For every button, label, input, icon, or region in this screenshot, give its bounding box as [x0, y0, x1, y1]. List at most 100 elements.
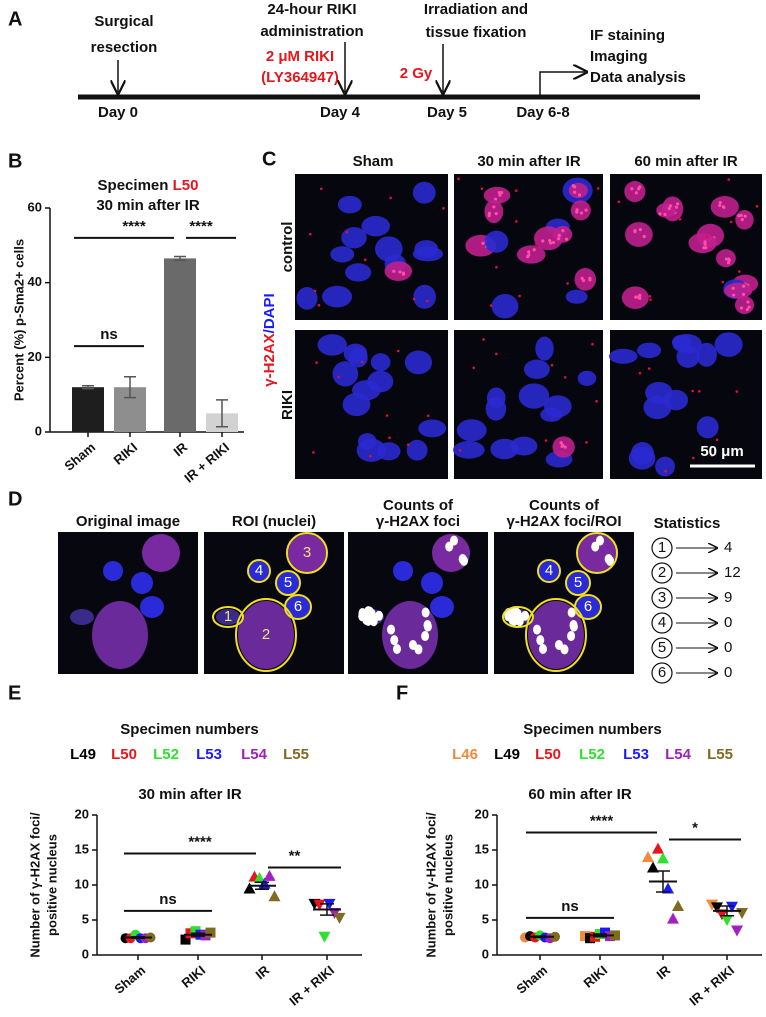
speck [457, 177, 460, 181]
focus [548, 238, 552, 243]
roi-circle [651, 537, 673, 559]
focus-count [423, 620, 432, 631]
point [706, 899, 718, 911]
nucleus [510, 436, 538, 456]
focus [743, 214, 747, 218]
nucleus [714, 332, 743, 357]
speck [755, 205, 759, 208]
focus [704, 246, 708, 250]
legend-entry: L54 [241, 746, 268, 763]
roi-outline [275, 570, 301, 596]
nucleus [724, 282, 753, 299]
stain-red: γ-H2AX [261, 333, 278, 386]
focus-count [567, 631, 576, 642]
column-title: 30 min after IR [477, 153, 581, 170]
significance-label: * [692, 819, 698, 836]
y-tick-label: 0 [35, 423, 42, 438]
focus [541, 239, 545, 243]
speck [426, 414, 430, 418]
focus [638, 293, 642, 298]
speck [721, 280, 725, 284]
focus [572, 185, 577, 189]
nucleus [735, 209, 754, 230]
speck [361, 360, 364, 364]
point [667, 912, 679, 924]
speck [705, 235, 708, 239]
focus [732, 293, 736, 297]
focus [638, 228, 642, 232]
focus-count [421, 631, 430, 642]
nucleus [624, 181, 646, 203]
focus [487, 211, 492, 215]
nucleus [421, 572, 443, 594]
focus [740, 218, 744, 222]
nucleus [553, 226, 573, 243]
nucleus [377, 442, 401, 461]
speck [715, 438, 719, 442]
speck [727, 178, 731, 181]
point [731, 925, 743, 937]
focus [634, 191, 638, 195]
nucleus [574, 267, 597, 291]
nucleus [576, 596, 600, 618]
focus [727, 257, 731, 261]
stain-label: γ-H2AX/DAPI [261, 293, 278, 386]
image-title: ROI (nuclei) [232, 513, 316, 530]
nucleus [343, 343, 368, 364]
nucleus [539, 561, 559, 581]
significance-label: ns [100, 326, 118, 343]
sem-bar [255, 881, 269, 890]
panel-label: E [8, 682, 21, 704]
focus-count [367, 608, 376, 619]
focus [718, 200, 722, 205]
y-tick-label: 0 [82, 946, 89, 961]
bar [164, 258, 196, 432]
speck [389, 196, 392, 200]
nucleus [567, 572, 589, 594]
roi-number: 2 [658, 564, 666, 581]
legend-entry: L54 [665, 746, 692, 763]
speck [710, 454, 714, 457]
speck [638, 371, 642, 375]
roi-outline [502, 606, 534, 628]
nucleus [734, 295, 755, 315]
nucleus [452, 441, 485, 459]
nucleus [413, 284, 436, 309]
roi-outline [574, 594, 602, 620]
nucleus [672, 334, 692, 350]
nucleus [322, 285, 353, 308]
focus-count [513, 608, 522, 619]
point [647, 861, 659, 873]
focus [557, 237, 561, 241]
focus [575, 210, 579, 214]
nucleus [418, 419, 447, 438]
speck [442, 207, 445, 210]
point [180, 934, 191, 945]
y-axis-label: Number of γ-H2AX foci/ [27, 812, 42, 958]
point [333, 912, 346, 924]
speck [313, 289, 317, 293]
column-title: 60 min after IR [634, 153, 738, 170]
speck [363, 258, 367, 262]
y-axis-label: positive nucleus [44, 834, 59, 936]
day-label: Day 4 [320, 104, 361, 121]
panel-label: B [8, 150, 22, 172]
image-title: γ-H2AX foci [376, 513, 460, 530]
nucleus [565, 289, 588, 304]
focus [676, 202, 680, 206]
chart-title: 30 min after IR [138, 786, 242, 803]
speck [563, 375, 567, 379]
focus [392, 269, 396, 273]
roi-circle [651, 637, 673, 659]
sem-bar [720, 905, 734, 917]
roi-circle [651, 662, 673, 684]
legend-entry: L52 [579, 746, 605, 763]
significance-label: ns [159, 891, 177, 908]
nucleus [688, 233, 717, 254]
focus [668, 204, 673, 208]
event-text: Data analysis [590, 69, 686, 86]
focus-count [459, 555, 468, 566]
roi-label: 5 [574, 574, 582, 591]
event-text: IF staining [590, 27, 665, 44]
